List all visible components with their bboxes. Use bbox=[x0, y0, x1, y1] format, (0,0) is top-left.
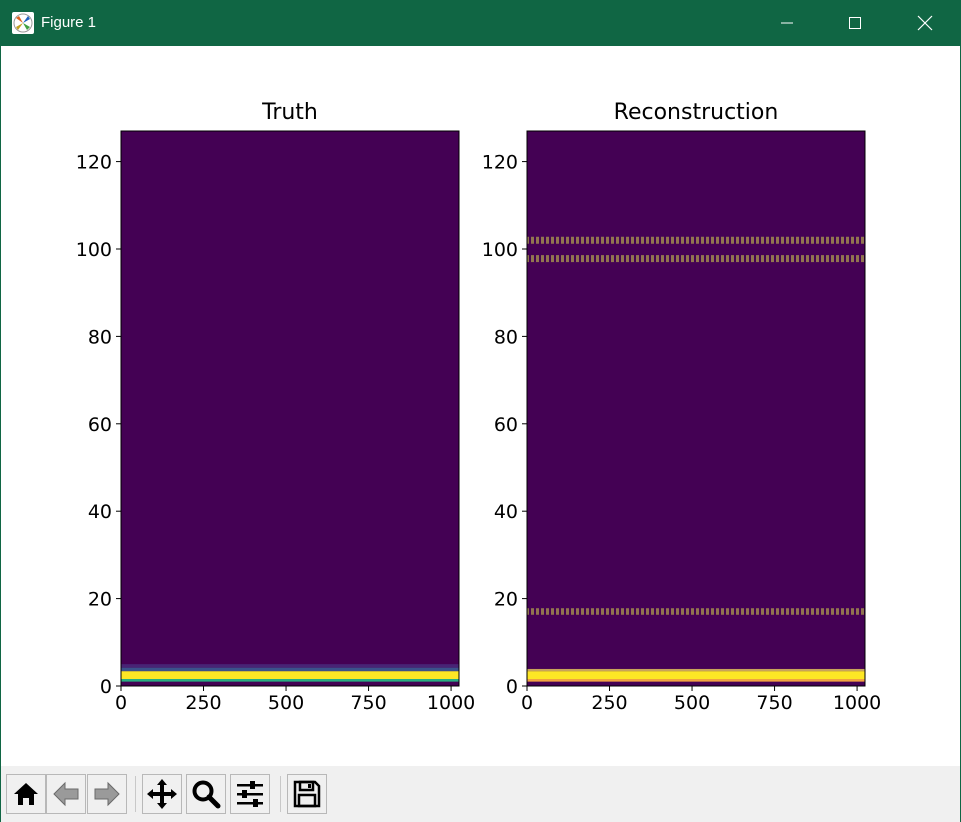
heatmap-band bbox=[121, 664, 459, 668]
x-tick-label: 1000 bbox=[427, 692, 475, 714]
heatmap-band bbox=[527, 671, 865, 680]
save-button[interactable] bbox=[287, 774, 327, 814]
pan-button[interactable] bbox=[142, 774, 182, 814]
x-tick-label: 0 bbox=[521, 692, 533, 714]
x-tick-label: 1000 bbox=[833, 692, 881, 714]
heatmap-band bbox=[121, 671, 459, 680]
window-border-left bbox=[0, 46, 1, 822]
close-icon bbox=[917, 15, 933, 31]
back-arrow-icon bbox=[53, 781, 79, 807]
subplot-title: Truth bbox=[261, 100, 318, 125]
y-tick-label: 120 bbox=[76, 152, 112, 174]
x-tick-label: 500 bbox=[268, 692, 304, 714]
x-tick-label: 250 bbox=[591, 692, 627, 714]
heatmap-band bbox=[121, 679, 459, 682]
axes-frame bbox=[526, 130, 866, 687]
y-tick-label: 120 bbox=[482, 152, 518, 174]
close-button[interactable] bbox=[895, 0, 955, 46]
matplotlib-icon bbox=[12, 12, 34, 34]
forward-button[interactable] bbox=[87, 774, 127, 814]
y-tick-label: 20 bbox=[88, 589, 112, 611]
window-title: Figure 1 bbox=[41, 14, 97, 31]
y-tick-label: 40 bbox=[494, 501, 518, 523]
y-tick-label: 100 bbox=[76, 239, 112, 261]
minimize-icon bbox=[781, 22, 793, 24]
heatmap-background bbox=[121, 131, 459, 686]
y-tick-label: 60 bbox=[88, 414, 112, 436]
x-tick-label: 0 bbox=[115, 692, 127, 714]
zoom-button[interactable] bbox=[186, 774, 226, 814]
figure-canvas-area[interactable]: 0 250 500 750 1000 0 20 40 60 80 100 120 Truth 0 250 50… bbox=[1, 46, 960, 766]
move-icon bbox=[147, 779, 177, 809]
forward-arrow-icon bbox=[94, 781, 120, 807]
back-button[interactable] bbox=[46, 774, 86, 814]
home-button[interactable] bbox=[6, 774, 46, 814]
title-bar: Figure 1 bbox=[0, 0, 961, 46]
y-tick-label: 100 bbox=[482, 239, 518, 261]
y-tick-label: 0 bbox=[506, 676, 518, 698]
heatmap-background bbox=[527, 131, 865, 686]
navigation-toolbar bbox=[1, 766, 960, 822]
heatmap-band bbox=[527, 679, 865, 682]
home-icon bbox=[14, 783, 38, 805]
heatmap-band bbox=[527, 668, 865, 672]
y-tick-label: 80 bbox=[494, 326, 518, 348]
x-tick-label: 750 bbox=[350, 692, 386, 714]
axes-frame bbox=[120, 130, 460, 687]
toolbar-separator bbox=[280, 776, 281, 812]
toolbar-separator bbox=[135, 776, 136, 812]
maximize-button[interactable] bbox=[825, 0, 885, 46]
x-tick-label: 500 bbox=[674, 692, 710, 714]
subplot-1: 0 250 500 750 1000 0 20 40 60 80 100 120 Truth bbox=[76, 100, 476, 714]
configure-subplots-button[interactable] bbox=[230, 774, 270, 814]
y-tick-label: 40 bbox=[88, 501, 112, 523]
subplot-2: 0 250 500 750 1000 0 20 40 60 80 100 120 Reconstruct… bbox=[482, 100, 882, 714]
heatmap-band bbox=[121, 667, 459, 672]
magnifier-icon bbox=[192, 780, 221, 809]
maximize-icon bbox=[849, 17, 861, 29]
x-tick-label: 250 bbox=[185, 692, 221, 714]
minimize-button[interactable] bbox=[757, 0, 817, 46]
floppy-disk-icon bbox=[293, 780, 321, 808]
sliders-icon bbox=[237, 781, 263, 807]
y-tick-label: 80 bbox=[88, 326, 112, 348]
y-tick-label: 0 bbox=[100, 676, 112, 698]
x-tick-label: 750 bbox=[756, 692, 792, 714]
y-tick-label: 60 bbox=[494, 414, 518, 436]
y-tick-label: 20 bbox=[494, 589, 518, 611]
subplot-title: Reconstruction bbox=[614, 100, 779, 125]
